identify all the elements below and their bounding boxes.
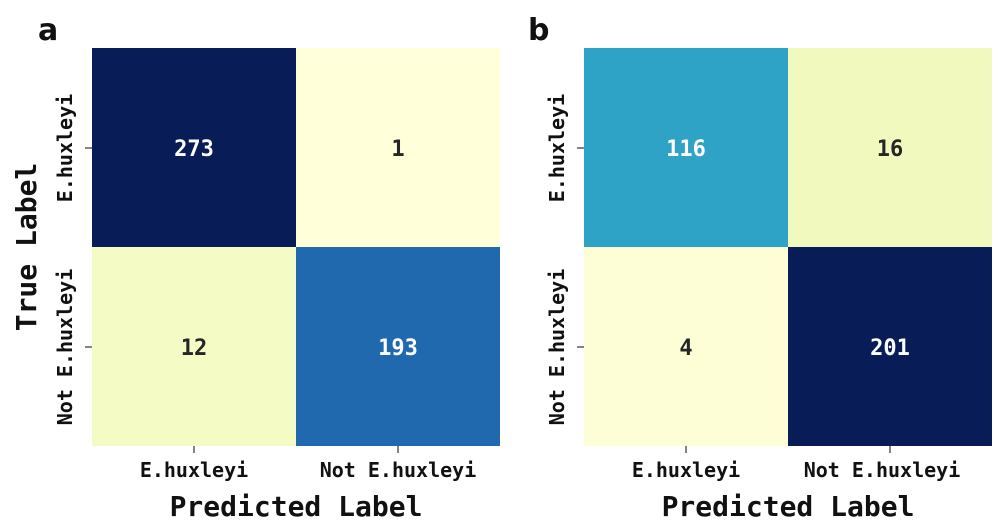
panel-b-value-true-not-pred-ehux: 4 [679, 336, 692, 361]
panel-b-x-tick-label: Not E.huxleyi [804, 458, 961, 482]
panel-b-cell-true-not-pred-not [788, 247, 992, 446]
panel-a-cells [92, 48, 500, 446]
panel-a-x-axis-label: Predicted Label [170, 490, 423, 523]
panel-a-value-true-ehux-pred-not: 1 [391, 137, 404, 162]
panel-b-cell-true-ehux-pred-not [788, 48, 992, 247]
panel-a-cell-true-ehux-pred-not [296, 48, 500, 247]
panel-a-letter: a [38, 13, 58, 48]
panel-a-y-axis-label: True Label [10, 163, 43, 332]
panel-b-x-axis-label: Predicted Label [662, 490, 915, 523]
panel-b-x-tick-label: E.huxleyi [632, 458, 740, 482]
panel-a-value-true-ehux-pred-ehux: 273 [174, 137, 214, 162]
panel-a-y-tick-label: Not E.huxleyi [53, 269, 77, 426]
panel-b-y-tick-label: E.huxleyi [545, 94, 569, 202]
panel-a-values: 273 1 12 193 [174, 137, 418, 361]
panel-b-y-tick-label: Not E.huxleyi [545, 269, 569, 426]
panel-b-letter: b [528, 13, 549, 48]
panel-b-value-true-ehux-pred-ehux: 116 [666, 137, 706, 162]
panel-b-values: 116 16 4 201 [666, 137, 910, 361]
panel-b-value-true-not-pred-not: 201 [870, 336, 910, 361]
panel-a-ticks [85, 147, 399, 453]
panel-a-value-true-not-pred-ehux: 12 [181, 336, 208, 361]
panel-a-x-tick-label: Not E.huxleyi [320, 458, 477, 482]
panel-b-value-true-ehux-pred-not: 16 [877, 137, 904, 162]
panel-a: a 273 1 12 193 E.huxleyi Not E.huxleyi E… [10, 13, 500, 523]
panel-b-cell-true-not-pred-ehux [584, 247, 788, 446]
panel-a-y-tick-label: E.huxleyi [53, 94, 77, 202]
panel-a-cell-true-not-pred-not [296, 247, 500, 446]
panel-b: b 116 16 4 201 E.huxleyi Not E.huxleyi E… [528, 13, 992, 523]
panel-a-cell-true-not-pred-ehux [92, 247, 296, 446]
panel-b-cell-true-ehux-pred-ehux [584, 48, 788, 247]
panel-a-x-tick-label: E.huxleyi [140, 458, 248, 482]
panel-b-cells [584, 48, 992, 446]
panel-a-cell-true-ehux-pred-ehux [92, 48, 296, 247]
panel-a-value-true-not-pred-not: 193 [378, 336, 418, 361]
panel-b-ticks [577, 147, 891, 453]
